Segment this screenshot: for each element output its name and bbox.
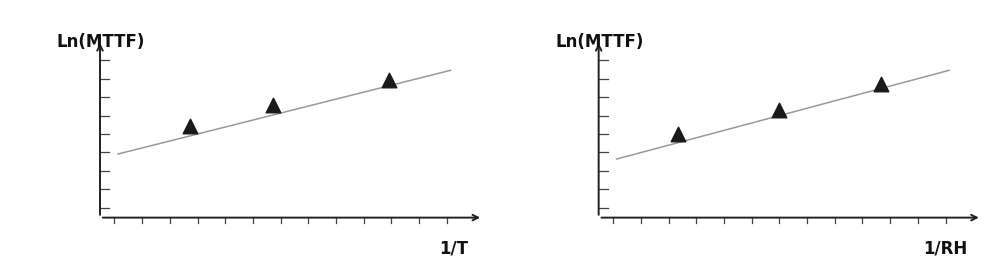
Text: Ln(MTTF): Ln(MTTF) [57, 33, 145, 52]
Text: 1/T: 1/T [440, 239, 469, 258]
Text: Ln(MTTF): Ln(MTTF) [555, 33, 644, 52]
Point [670, 132, 686, 136]
Point [265, 103, 281, 108]
Point [381, 78, 397, 83]
Point [771, 108, 787, 113]
Text: 1/RH: 1/RH [923, 239, 967, 258]
Point [873, 81, 889, 86]
Point [182, 123, 198, 128]
